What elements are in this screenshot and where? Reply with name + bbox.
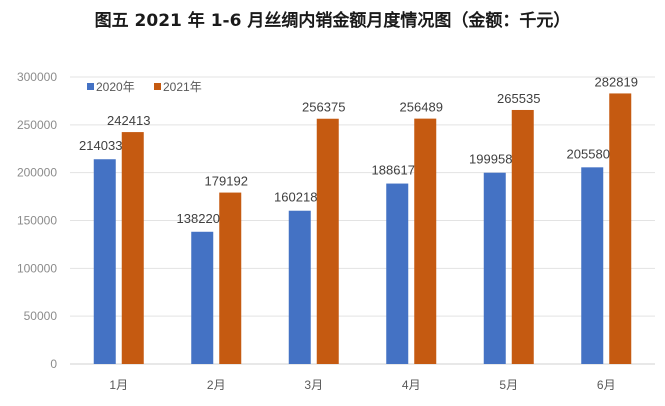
legend-label: 2021年	[163, 80, 202, 94]
y-tick-label: 300000	[17, 70, 57, 84]
data-label: 179192	[205, 174, 248, 189]
x-axis-labels: 1月 2月 3月 4月 5月 6月	[109, 378, 615, 392]
x-tick-label: 4月	[402, 378, 421, 392]
data-label: 242413	[107, 113, 150, 128]
bar-2021年	[316, 118, 339, 364]
y-tick-label: 200000	[17, 166, 57, 180]
legend-swatch	[87, 83, 94, 90]
bar-2021年	[414, 118, 437, 365]
bar-2020年	[93, 159, 116, 364]
data-label: 256375	[302, 100, 345, 115]
bar-2020年	[386, 183, 409, 364]
bar-2020年	[288, 210, 311, 364]
bar-2021年	[511, 109, 534, 364]
y-tick-label: 150000	[17, 214, 57, 228]
x-tick-label: 6月	[597, 378, 616, 392]
x-tick-label: 5月	[499, 378, 518, 392]
legend-label: 2020年	[96, 80, 135, 94]
data-label: 214033	[79, 138, 122, 153]
bar-2021年	[219, 192, 242, 364]
bar-2021年	[609, 93, 632, 364]
data-label: 160218	[274, 190, 317, 205]
x-tick-label: 2月	[207, 378, 226, 392]
y-tick-label: 50000	[24, 309, 58, 323]
legend: 2020年 2021年	[87, 80, 202, 94]
legend-swatch	[154, 83, 161, 90]
data-label: 138220	[177, 211, 220, 226]
bar-2020年	[483, 172, 506, 364]
x-tick-label: 1月	[109, 378, 128, 392]
data-label: 265535	[497, 91, 540, 106]
bar-2020年	[581, 167, 604, 364]
bar-2021年	[121, 132, 144, 364]
y-tick-label: 0	[50, 357, 57, 371]
data-labels: 214033 242413 138220 179192 160218 256375 1886…	[79, 74, 638, 225]
gridlines	[70, 76, 655, 365]
data-label: 188617	[372, 163, 415, 178]
data-label: 282819	[595, 74, 638, 89]
data-label: 256489	[400, 100, 443, 115]
data-label: 199958	[469, 152, 512, 167]
y-tick-label: 100000	[17, 261, 57, 275]
bar-2020年	[191, 231, 214, 364]
y-axis-labels: 0 50000 100000 150000 200000 250000 300000	[17, 70, 57, 371]
x-tick-label: 3月	[304, 378, 323, 392]
chart-title: 图五 2021 年 1-6 月丝绸内销金额月度情况图（金额：千元）	[94, 11, 571, 31]
y-tick-label: 250000	[17, 118, 57, 132]
bars	[93, 93, 632, 365]
data-label: 205580	[567, 146, 610, 161]
